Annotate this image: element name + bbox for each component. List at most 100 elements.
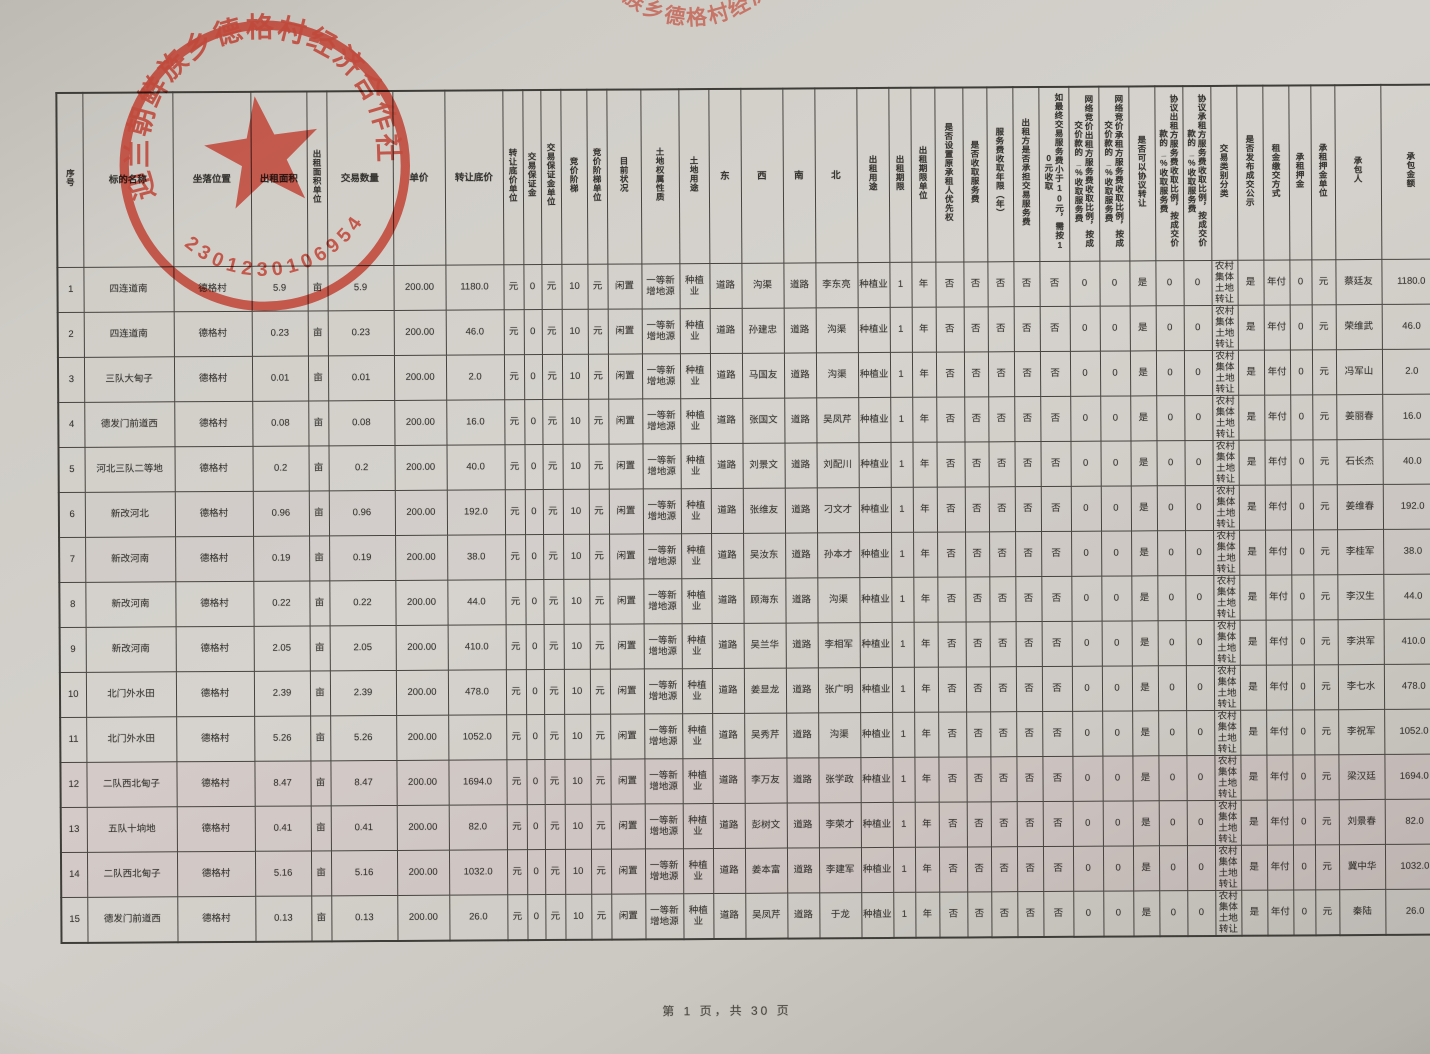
table-cell: 0.2 <box>252 445 309 491</box>
table-cell: 德格村 <box>175 625 254 672</box>
table-cell: 年付 <box>1266 844 1294 890</box>
table-cell: 0.41 <box>330 804 397 851</box>
table-cell: 元 <box>1313 529 1338 575</box>
table-cell: 否 <box>1016 711 1043 757</box>
table-cell: 道路 <box>711 667 745 714</box>
table-cell: 元 <box>543 668 565 715</box>
table-cell: 否 <box>1013 351 1041 397</box>
table-cell: 德格村 <box>176 715 255 762</box>
column-header: 目前状况 <box>606 89 642 264</box>
table-cell: 8.47 <box>330 759 397 806</box>
table-cell: 0 <box>526 759 545 805</box>
table-cell: 元 <box>544 803 565 850</box>
table-cell: 0 <box>1100 440 1131 486</box>
table-cell: 一等新增地源 <box>644 848 684 894</box>
table-cell: 0 <box>1073 890 1104 937</box>
table-cell: 石长杰 <box>1336 438 1383 485</box>
table-cell: 否 <box>937 531 966 577</box>
table-cell: 是 <box>1132 755 1159 801</box>
table-cell: 1 <box>892 846 916 892</box>
table-cell: 0 <box>1072 710 1103 756</box>
table-cell: 李祝军 <box>1338 708 1385 755</box>
table-cell: 1694.0 <box>448 759 507 805</box>
table-cell: 0.2 <box>328 444 395 491</box>
table-cell: 道路 <box>709 262 742 309</box>
table-cell: 0 <box>1157 620 1186 666</box>
table-cell: 北门外水田 <box>85 671 177 717</box>
table-cell: 14 <box>60 851 88 898</box>
table-cell: 否 <box>935 261 964 307</box>
table-cell: 一等新增地源 <box>644 713 683 759</box>
table-cell: 是 <box>1240 709 1267 755</box>
table-cell: 是 <box>1239 529 1266 575</box>
table-cell: 种植业 <box>682 713 713 759</box>
table-cell: 0 <box>1183 304 1212 351</box>
column-header: 交易保证金单位 <box>540 89 562 265</box>
table-cell: 元 <box>506 759 527 805</box>
table-cell: 元 <box>1314 754 1339 800</box>
table-cell: 10 <box>562 443 589 489</box>
table-cell: 一等新增地源 <box>643 578 682 624</box>
table-cell: 410.0 <box>1383 618 1430 664</box>
table-cell: 亩 <box>309 535 330 581</box>
table-cell: 年付 <box>1265 574 1292 620</box>
table-cell: 1180.0 <box>445 264 504 310</box>
table-cell: 一等新增地源 <box>645 893 684 939</box>
table-cell: 是 <box>1129 350 1157 396</box>
table-cell: 德格村 <box>177 895 256 942</box>
table-cell: 年 <box>914 846 940 892</box>
table-cell: 2.0 <box>1381 348 1430 394</box>
table-cell: 0 <box>523 309 542 355</box>
table-cell: 200.00 <box>394 489 448 535</box>
table-cell: 0 <box>1102 800 1133 846</box>
table-cell: 8.47 <box>254 760 311 806</box>
table-cell: 10 <box>563 668 591 714</box>
table-cell: 0 <box>1102 710 1133 756</box>
table-cell: 元 <box>588 398 609 444</box>
table-cell: 冀中华 <box>1338 843 1386 890</box>
table-cell: 否 <box>991 891 1018 937</box>
table-cell: 元 <box>589 533 610 579</box>
table-cell: 年付 <box>1266 799 1293 845</box>
table-cell: 否 <box>939 891 968 938</box>
table-cell: 200.00 <box>395 669 449 715</box>
table-cell: 一等新增地源 <box>642 398 681 444</box>
table-cell: 否 <box>1014 441 1041 487</box>
table-cell: 是 <box>1238 439 1265 485</box>
table-cell: 是 <box>1129 260 1156 306</box>
table-cell: 元 <box>590 713 611 759</box>
table-cell: 0 <box>1183 349 1213 396</box>
table-cell: 李建军 <box>818 847 862 893</box>
table-cell: 否 <box>938 711 967 757</box>
table-cell: 种植业 <box>681 668 713 714</box>
table-cell: 2.39 <box>253 670 311 716</box>
table-cell: 1 <box>890 396 913 442</box>
table-cell: 是 <box>1237 349 1265 395</box>
table-cell: 0 <box>1100 485 1132 531</box>
table-cell: 0 <box>1292 844 1316 890</box>
table-cell: 否 <box>990 801 1017 847</box>
table-row: 3 三队大甸子 德格村 0.01 亩 0.01 200.00 2.0 元 0 元 10 元闲置 一等新增地… <box>57 348 1430 403</box>
table-cell: 年付 <box>1264 394 1291 440</box>
table-cell: 1032.0 <box>1384 843 1430 889</box>
table-cell: 0 <box>1157 665 1187 711</box>
table-cell: 44.0 <box>447 579 506 625</box>
table-cell: 0.08 <box>252 400 309 446</box>
table-cell: 10 <box>564 848 592 894</box>
column-header: 是否发布成交公示 <box>1236 85 1264 260</box>
column-header: 协议承租方服务费收取比例，按成交价款的_%收取服务费 <box>1182 85 1212 261</box>
table-cell: 沟渠 <box>817 577 860 623</box>
table-cell: 闲置 <box>610 713 645 759</box>
table-cell: 年付 <box>1264 439 1291 485</box>
column-header: 承包金额 <box>1380 84 1430 259</box>
table-cell: 年 <box>912 396 937 442</box>
table-cell: 否 <box>1015 666 1043 712</box>
table-cell: 1 <box>891 621 914 667</box>
table-cell: 0 <box>1102 845 1134 891</box>
table-cell: 否 <box>963 351 989 397</box>
table-cell: 15 <box>61 896 88 943</box>
table-cell: 一等新增地源 <box>643 668 683 714</box>
table-cell: 北门外水田 <box>86 716 177 762</box>
table-cell: 否 <box>987 261 1014 307</box>
